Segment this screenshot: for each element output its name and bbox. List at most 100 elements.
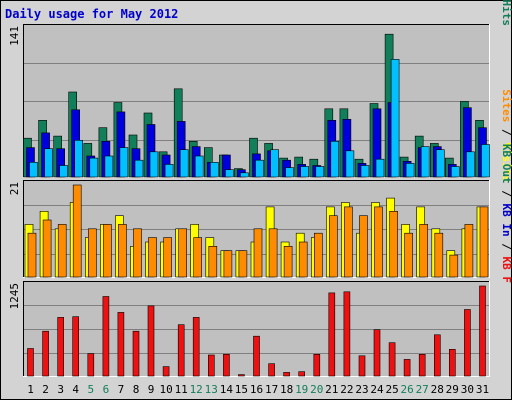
bar-sites	[27, 232, 37, 278]
bar-pages	[149, 151, 159, 178]
bar-pages	[225, 169, 234, 178]
bar-sites	[57, 224, 67, 278]
bar-sites	[253, 228, 263, 278]
bar-kb-f	[418, 353, 426, 377]
bar-pages	[330, 141, 340, 178]
bar-kb-f	[253, 335, 260, 377]
chart-title: Daily usage for May 2012	[5, 7, 178, 21]
bar-sites	[148, 237, 157, 278]
bar-sites	[163, 237, 172, 278]
legend-item: Visits	[500, 142, 512, 182]
bar-pages	[345, 150, 355, 178]
bar-sites	[268, 228, 278, 278]
bar-sites	[479, 206, 489, 278]
x-tick-label: 18	[280, 383, 293, 396]
x-tick-label: 2	[42, 383, 49, 396]
x-tick-label: 20	[310, 383, 323, 396]
legend-hits: Pages / Files / Hits	[500, 0, 512, 26]
bar-kb-f	[192, 317, 200, 377]
bar-kb-f	[448, 348, 456, 377]
bar-kb-f	[403, 359, 411, 377]
bar-kb-f	[117, 312, 125, 377]
bar-pages	[360, 165, 370, 178]
bar-kb-f	[147, 305, 155, 377]
x-tick-label: 21	[325, 383, 338, 396]
legend-separator: /	[500, 237, 512, 257]
x-tick-label: 15	[235, 383, 248, 396]
x-tick-label: 11	[175, 383, 188, 396]
x-tick-label: 19	[295, 383, 308, 396]
x-tick-label: 5	[87, 383, 94, 396]
bar-pages	[194, 155, 204, 178]
bar-kb-f	[328, 292, 336, 377]
bar-kb-f	[388, 342, 396, 377]
bar-pages	[255, 159, 264, 178]
bar-kb-f	[57, 317, 65, 377]
bar-pages	[59, 165, 69, 178]
bar-sites	[223, 250, 233, 278]
x-tick-label: 25	[385, 383, 398, 396]
bar-sites	[42, 219, 52, 278]
bar-kb-f	[177, 324, 185, 377]
x-tick-label: 12	[190, 383, 203, 396]
x-tick-label: 30	[461, 383, 474, 396]
bar-sites	[449, 254, 459, 278]
bar-kb-f	[268, 363, 275, 377]
legend-kbf: KB Out / KB In / KB F	[500, 144, 512, 283]
y-max-label-kbf: 1245	[8, 283, 21, 310]
bar-kb-f	[72, 316, 79, 377]
x-tick-label: 24	[370, 383, 384, 396]
bar-sites	[434, 232, 444, 278]
bar-kb-f	[313, 353, 321, 377]
bar-sites	[72, 184, 82, 278]
x-tick-label: 31	[476, 383, 489, 396]
bar-pages	[74, 140, 83, 178]
x-tick-label: 14	[220, 383, 234, 396]
bar-pages	[466, 151, 475, 178]
x-tick-label: 22	[340, 383, 353, 396]
bar-pages	[44, 148, 53, 178]
bar-pages	[89, 157, 99, 178]
bar-sites	[103, 224, 112, 278]
bar-kb-f	[87, 353, 95, 377]
bar-kb-f	[162, 366, 170, 377]
x-axis: 1 2 3 4 5 6 7 8 9 10 11 12 13 14 15 16 17 18 19 20 21 22 23 24 2…	[27, 383, 489, 396]
x-tick-label: 6	[103, 383, 110, 396]
x-tick-label: 4	[72, 383, 79, 396]
legend-visits: Sites / Visits	[500, 89, 512, 182]
bar-pages	[134, 159, 144, 178]
bar-kb-f	[464, 309, 471, 377]
bar-sites	[359, 215, 368, 278]
y-max-label-hits: 141	[8, 26, 21, 46]
x-tick-label: 26	[400, 383, 413, 396]
bar-sites	[374, 206, 383, 278]
bar-pages	[481, 144, 490, 178]
bar-sites	[389, 211, 398, 278]
x-tick-label: 27	[416, 383, 429, 396]
bar-pages	[450, 166, 460, 178]
bar-kb-f	[238, 374, 245, 377]
bar-pages	[435, 149, 445, 178]
bar-pages	[375, 158, 385, 178]
bar-pages	[405, 163, 415, 178]
bar-pages	[119, 147, 129, 178]
bar-sites	[404, 232, 413, 278]
panel-kbf: 1245 KB Out / KB In / KB F	[8, 144, 512, 377]
bar-pages	[240, 172, 249, 178]
bar-sites	[208, 246, 218, 278]
bar-pages	[285, 167, 294, 178]
legend-item: KB In	[500, 204, 512, 237]
bar-pages	[390, 59, 400, 178]
bar-pages	[210, 162, 219, 178]
x-tick-label: 8	[133, 383, 140, 396]
legend-separator: /	[500, 184, 512, 204]
bar-sites	[88, 228, 97, 278]
bar-kb-f	[433, 334, 441, 377]
y-max-label-visits: 21	[8, 182, 21, 195]
legend-item: Hits	[500, 0, 512, 26]
x-tick-label: 7	[118, 383, 125, 396]
bar-kb-f	[479, 285, 486, 377]
bar-kb-f	[42, 330, 49, 377]
